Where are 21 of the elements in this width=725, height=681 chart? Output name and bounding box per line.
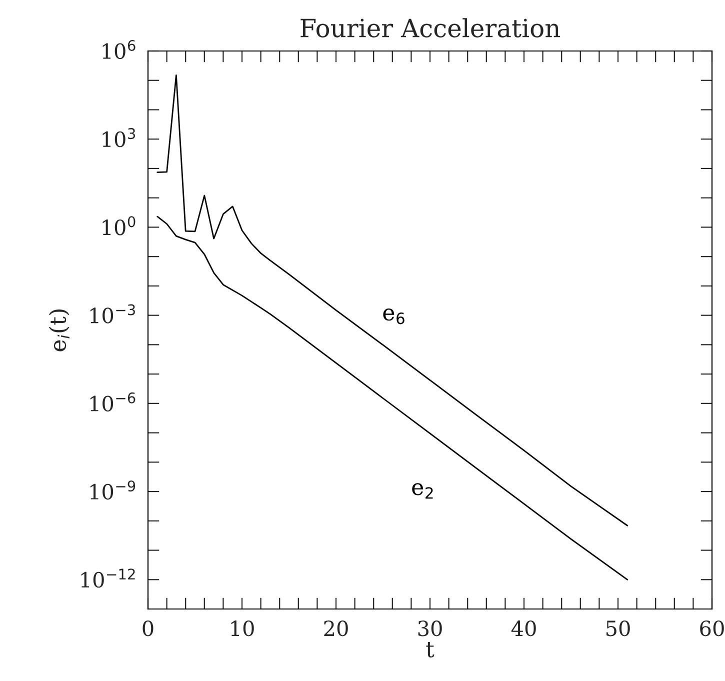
x-tick-label: 10 [231, 620, 254, 636]
y-axis-title: e$_{i}$(t) [48, 310, 70, 352]
x-tick-label: 60 [700, 620, 724, 636]
line-series [156, 216, 628, 580]
x-tick-label: 20 [324, 620, 348, 636]
x-tick-label: 50 [606, 620, 630, 636]
y-tick-label: 10$^{3}$ [102, 128, 136, 148]
x-tick-label: 30 [418, 620, 442, 636]
line-series [156, 74, 628, 526]
chart-title: Fourier Acceleration [300, 18, 560, 38]
series-label: e$_{6}$ [383, 308, 404, 324]
y-tick-label: 10$^{6}$ [102, 40, 136, 60]
series-label: e$_{2}$ [412, 483, 433, 499]
x-axis-title: t [426, 642, 434, 658]
y-tick-label: 10$^{−9}$ [90, 480, 136, 500]
y-tick-label: 10$^{−12}$ [81, 568, 135, 588]
x-tick-label: 0 [142, 620, 154, 636]
y-tick-label: 10$^{0}$ [102, 216, 136, 236]
y-tick-label: 10$^{−3}$ [90, 304, 135, 324]
x-tick-label: 40 [511, 620, 536, 636]
y-tick-label: 10$^{−6}$ [90, 392, 136, 412]
